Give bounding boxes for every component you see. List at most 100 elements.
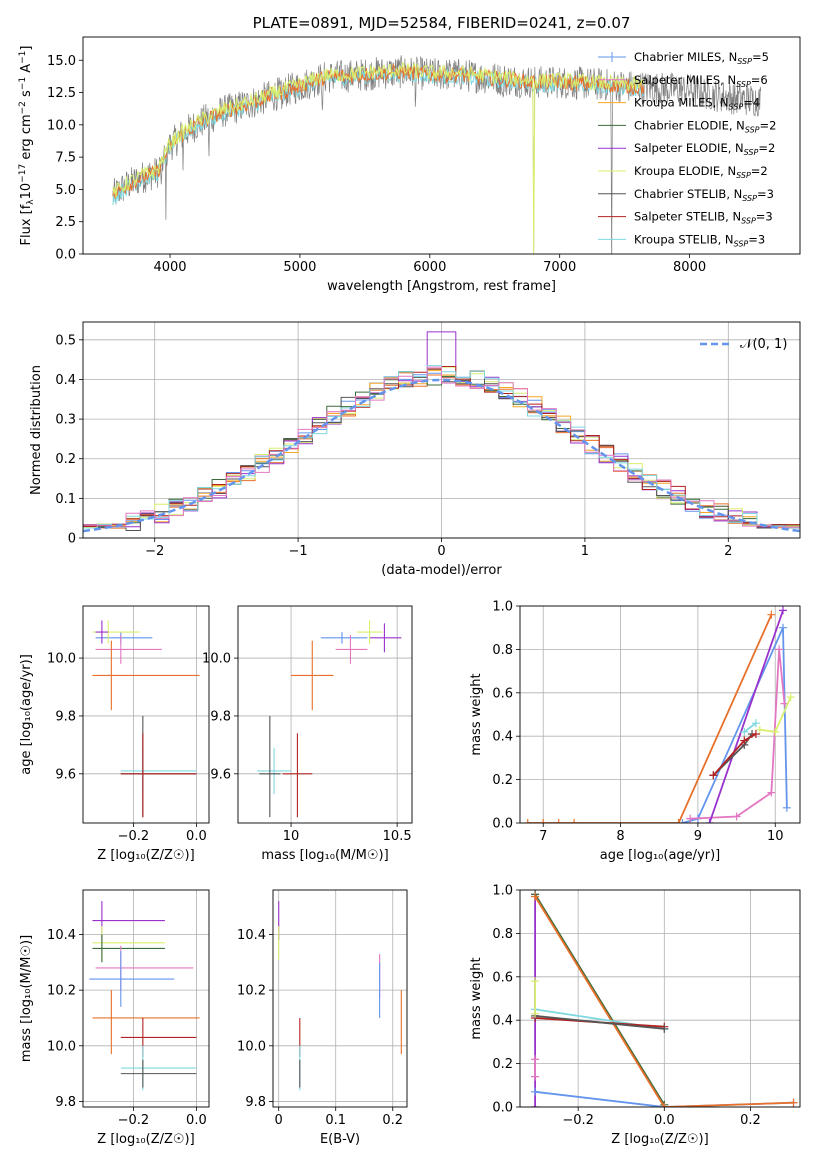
y-tick-label: 0.3: [55, 413, 76, 428]
legend-label: Chabrier ELODIE, NSSP=2: [634, 118, 776, 134]
weight-point-marker: [751, 719, 760, 728]
x-tick-label: 10.5: [383, 829, 412, 844]
model-spectrum-line: [112, 63, 645, 199]
legend-label-sub: SSP: [745, 125, 760, 134]
x-tick-label: 10: [767, 829, 784, 844]
normal-curve: [83, 378, 800, 533]
x-tick-label: 8000: [673, 260, 706, 275]
weight-point-marker: [751, 730, 760, 739]
y-tick-label: 2.5: [55, 215, 76, 230]
y-tick-label: 15.0: [47, 54, 76, 69]
y-tick-label: 9.8: [55, 709, 76, 724]
y-tick-label: 0.0: [492, 817, 513, 832]
y-axis-label-part: Flux [f: [19, 204, 34, 245]
weight-series-line: [708, 610, 784, 823]
y-tick-label: 0.4: [492, 1014, 513, 1029]
x-tick-label: 5000: [283, 260, 316, 275]
y-axis-label-part: −1: [18, 51, 28, 64]
spectrum-lines: [112, 55, 762, 254]
chart-title: PLATE=0891, MJD=52584, FIBERID=0241, z=0…: [253, 14, 631, 32]
weight-vs-age-panel: 7 8 9 10 0.0 0.2 0.4 0.6 0.8 1.0 age [log₁₀(age/yr…: [469, 600, 801, 863]
axes-frame: [519, 889, 801, 1108]
legend-label-sub: SSP: [737, 57, 752, 66]
y-axis-label: Flux [fλ10−17 erg cm−2 s−1 A−1]: [18, 46, 36, 246]
y-tick-label: 0.2: [55, 452, 76, 467]
weight-point-marker: [740, 727, 749, 736]
weight-point-marker: [539, 819, 548, 823]
y-tick-label: 0.2: [492, 773, 513, 788]
y-tick-label: 7.5: [55, 151, 76, 166]
y-tick-label: 0: [68, 532, 76, 547]
weight-point-marker: [778, 606, 787, 615]
weight-point-marker: [709, 771, 718, 780]
y-tick-label: 10.4: [237, 928, 266, 943]
mass-vs-metallicity-panel: −0.2 0.0 9.8 10.0 10.2 10.4 Z [log₁₀(Z/Z☉)] mas…: [19, 889, 210, 1147]
y-tick-label: 0.8: [492, 927, 513, 942]
weight-point-marker: [678, 819, 687, 823]
weight-point-marker: [775, 645, 784, 654]
y-tick-label: 0.1: [55, 492, 76, 507]
legend-label: Salpeter STELIB, NSSP=3: [634, 210, 773, 226]
y-axis-label-part: −2: [18, 101, 28, 114]
weight-point-marker: [531, 1055, 540, 1064]
weight-lines: [523, 606, 795, 823]
y-tick-label: 10.0: [237, 1039, 266, 1054]
legend-label-main: Kroupa MILES, N: [634, 96, 729, 110]
weight-point-marker: [705, 819, 714, 823]
model-spectrum-line: [112, 61, 645, 254]
legend-label-sub: SSP: [742, 194, 757, 203]
y-axis-label-part: ]: [19, 46, 34, 51]
weight-point-marker: [771, 727, 780, 736]
legend-label: Kroupa STELIB, NSSP=3: [634, 232, 765, 248]
weight-series-line: [534, 893, 666, 1106]
weight-point-marker: [531, 1087, 540, 1096]
legend-label-main: Chabrier ELODIE, N: [634, 118, 745, 132]
weight-point-marker: [732, 812, 741, 821]
axes-frame: [519, 605, 801, 824]
weight-point-marker: [786, 693, 795, 702]
weight-point-marker: [660, 1103, 669, 1107]
x-tick-label: 0: [275, 1113, 283, 1128]
x-axis-label: (data-model)/error: [381, 563, 502, 578]
y-axis-label-part: 10: [19, 183, 34, 200]
axes-frame: [82, 36, 801, 255]
weight-point-marker: [531, 1009, 540, 1018]
weight-point-marker: [740, 736, 749, 745]
y-axis-label: mass weight: [469, 673, 484, 755]
x-tick-label: 9: [694, 829, 702, 844]
weight-point-marker: [531, 977, 540, 986]
y-axis-label: age [log₁₀(age/yr)]: [19, 654, 34, 775]
x-tick-label: 0.2: [740, 1113, 761, 1128]
x-tick-label: 6000: [413, 260, 446, 275]
legend-label-tail: =3: [748, 232, 765, 246]
y-tick-label: 12.5: [47, 86, 76, 101]
age-vs-mass-panel: 10 10.5 9.6 9.8 10.0 mass [log₁₀(M/M☉)]: [202, 605, 413, 863]
legend-label-main: Salpeter STELIB, N: [634, 210, 741, 224]
weight-point-marker: [767, 788, 776, 797]
y-tick-label: 10.2: [237, 984, 266, 999]
y-axis-label-part: −1: [18, 77, 28, 90]
x-axis-label: age [log₁₀(age/yr)]: [600, 848, 721, 863]
x-tick-label: −0.2: [118, 1113, 150, 1128]
x-tick-label: 0.2: [382, 1113, 403, 1128]
legend-label-main: Salpeter ELODIE, N: [634, 141, 744, 155]
weight-point-marker: [531, 892, 540, 901]
legend-label-sub: SSP: [741, 217, 756, 226]
weight-point-marker: [531, 1103, 540, 1107]
y-axis-label: mass weight: [469, 957, 484, 1039]
x-tick-label: 7000: [543, 260, 576, 275]
weight-point-marker: [755, 725, 764, 734]
errorbars: [278, 901, 402, 1091]
legend-label-sub: SSP: [734, 239, 749, 248]
weight-point-marker: [778, 623, 787, 632]
x-tick-label: 0.0: [186, 829, 207, 844]
legend-label: Kroupa ELODIE, NSSP=2: [634, 164, 768, 180]
legend-label-main: Salpeter MILES, N: [634, 73, 736, 87]
y-tick-label: 9.6: [210, 767, 231, 782]
x-tick-label: 4000: [153, 260, 186, 275]
weight-point-marker: [554, 819, 563, 823]
legend-label-sub: SSP: [744, 148, 759, 157]
x-axis-label: Z [log₁₀(Z/Z☉)]: [611, 1132, 708, 1147]
legend-label: Salpeter ELODIE, NSSP=2: [634, 141, 775, 157]
y-axis-label-part: A: [19, 64, 34, 77]
